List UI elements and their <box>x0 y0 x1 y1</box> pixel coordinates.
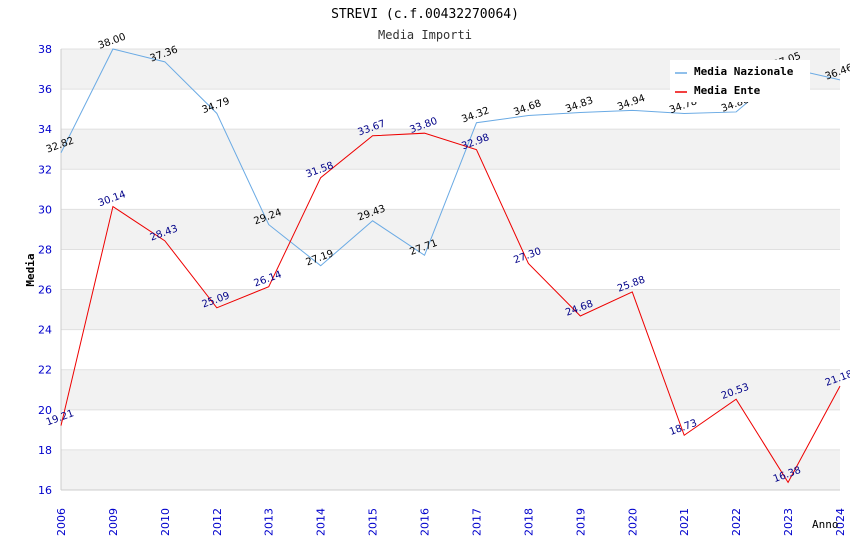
x-tick-label: 2021 <box>678 508 691 536</box>
grid-band <box>61 449 840 490</box>
y-tick-label: 20 <box>38 404 52 417</box>
chart-subtitle: Media Importi <box>378 28 472 42</box>
x-tick-label: 2022 <box>730 508 743 536</box>
series-line-nazionale <box>60 48 841 267</box>
y-tick-label: 28 <box>38 243 52 256</box>
x-tick-label: 2018 <box>522 508 535 536</box>
data-label-ente: 18.73 <box>668 418 699 438</box>
data-label-ente: 26.14 <box>253 269 284 289</box>
chart-title: STREVI (c.f.00432270064) <box>331 7 519 22</box>
x-tick-label: 2024 <box>834 508 847 536</box>
y-tick-label: 32 <box>38 163 52 176</box>
legend-box <box>670 60 810 102</box>
grid-band <box>61 369 840 410</box>
x-tick-label: 2017 <box>470 508 483 536</box>
legend-label-ente: Media Ente <box>694 84 761 97</box>
y-axis-ticks: 16 18 20 22 24 26 28 30 32 34 36 38 <box>38 43 52 497</box>
data-label-nazionale: 34.32 <box>460 105 491 125</box>
y-tick-label: 24 <box>38 324 52 337</box>
y-tick-label: 30 <box>38 203 52 216</box>
grid-band <box>61 209 840 250</box>
y-tick-label: 38 <box>38 43 52 56</box>
x-tick-label: 2010 <box>159 508 172 536</box>
x-tick-label: 2020 <box>626 508 639 536</box>
x-tick-label: 2015 <box>367 508 380 536</box>
y-tick-label: 34 <box>38 123 52 136</box>
y-axis-label: Media <box>24 253 37 286</box>
y-tick-label: 26 <box>38 284 52 297</box>
x-tick-label: 2009 <box>107 508 120 536</box>
data-label-ente: 30.14 <box>97 189 128 209</box>
x-tick-label: 2016 <box>419 508 432 536</box>
gridlines <box>61 48 840 491</box>
y-tick-label: 18 <box>38 444 52 457</box>
y-tick-label: 16 <box>38 484 52 497</box>
axes <box>60 49 840 491</box>
y-tick-label: 36 <box>38 83 52 96</box>
x-axis-ticks: 2006 2009 2010 2012 2013 2014 2015 2016 2017 2018… <box>55 508 847 536</box>
grid-band <box>61 129 840 170</box>
legend: Media Nazionale Media Ente <box>670 60 810 102</box>
background-bands <box>61 49 840 490</box>
x-axis-label: Anno <box>812 518 839 531</box>
x-tick-label: 2014 <box>315 508 328 536</box>
x-tick-label: 2012 <box>211 508 224 536</box>
legend-label-nazionale: Media Nazionale <box>694 65 794 78</box>
x-tick-label: 2006 <box>55 508 68 536</box>
x-tick-label: 2023 <box>782 508 795 536</box>
x-tick-label: 2013 <box>263 508 276 536</box>
y-tick-label: 22 <box>38 364 52 377</box>
series-lines <box>60 48 841 484</box>
grid-band <box>61 289 840 330</box>
x-tick-label: 2019 <box>574 508 587 536</box>
series-line-ente <box>60 132 841 484</box>
